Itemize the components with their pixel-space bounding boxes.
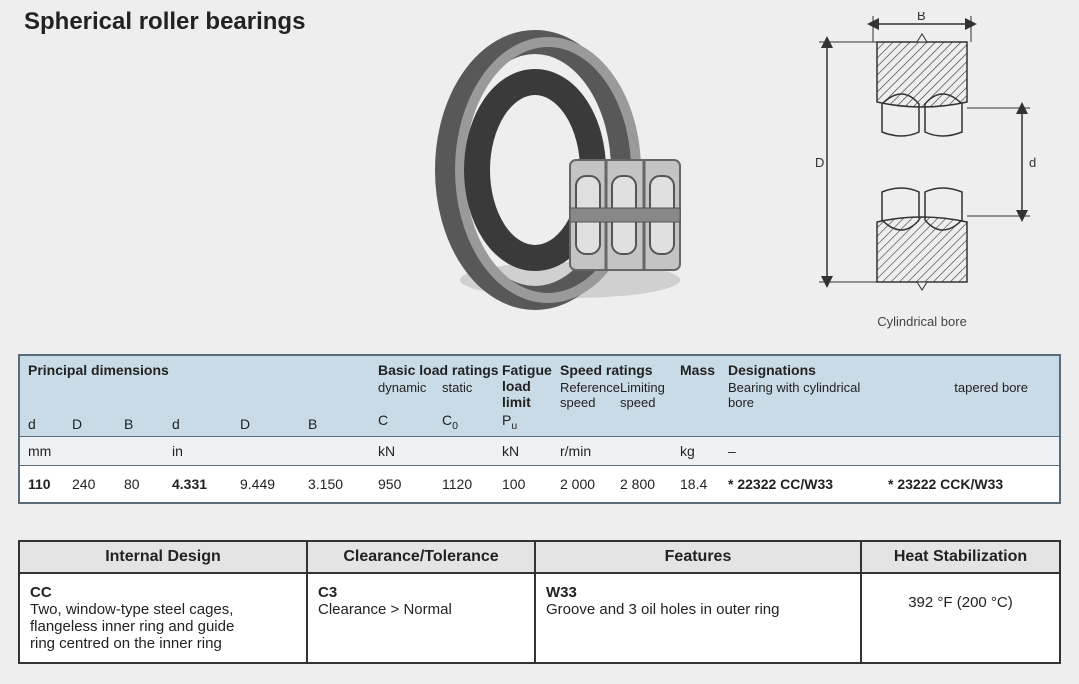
- hdr-speed: Speed ratings: [560, 362, 680, 378]
- hdr-dynamic: dynamic: [378, 380, 442, 395]
- hdr-cyl-bore: Bearing with cylindrical bore: [728, 380, 888, 410]
- unit-kN2: kN: [502, 443, 560, 459]
- unit-kN: kN: [378, 443, 442, 459]
- unit-dash: –: [728, 443, 888, 459]
- hdr-clearance: Clearance/Tolerance: [308, 542, 536, 572]
- col-D-in: D: [240, 416, 308, 432]
- val-des-cyl: * 22322 CC/W33: [728, 476, 888, 492]
- unit-kg: kg: [680, 443, 728, 459]
- val-lim-speed: 2 800: [620, 476, 680, 492]
- internal-desc: Two, window-type steel cages, flangeless…: [30, 601, 258, 652]
- clearance-code: C3: [318, 584, 352, 601]
- col-Pu: Pu: [502, 412, 560, 432]
- cell-clearance: C3 Clearance > Normal: [308, 574, 536, 662]
- val-d-mm: 110: [28, 476, 72, 492]
- cell-features: W33 Groove and 3 oil holes in outer ring: [536, 574, 862, 662]
- feature-table-header: Internal Design Clearance/Tolerance Feat…: [20, 542, 1059, 574]
- val-B-in: 3.150: [308, 476, 378, 492]
- hdr-static: static: [442, 380, 502, 395]
- cell-heat: 392 °F (200 °C): [862, 574, 1059, 662]
- val-D-in: 9.449: [240, 476, 308, 492]
- hdr-basic-load: Basic load ratings: [378, 362, 502, 378]
- dim-d-label: d: [1029, 155, 1036, 170]
- val-D-mm: 240: [72, 476, 124, 492]
- feature-table: Internal Design Clearance/Tolerance Feat…: [18, 540, 1061, 664]
- schematic-caption: Cylindrical bore: [787, 314, 1057, 329]
- clearance-desc: Clearance > Normal: [318, 601, 486, 618]
- val-C0: 1120: [442, 476, 502, 492]
- val-B-mm: 80: [124, 476, 172, 492]
- features-code: W33: [546, 584, 590, 601]
- page-title: Spherical roller bearings: [24, 8, 305, 36]
- unit-in: in: [172, 443, 240, 459]
- hdr-mass: Mass: [680, 362, 728, 378]
- dim-B-label: B: [917, 12, 926, 23]
- spec-table-units: mm in kN kN r/min kg –: [20, 437, 1059, 466]
- bearing-schematic: B D d Cylindrical bore: [787, 12, 1057, 307]
- val-des-taper: * 23222 CCK/W33: [888, 476, 1028, 492]
- hdr-ref-speed: Reference speed: [560, 380, 620, 410]
- cell-internal-design: CC Two, window-type steel cages, flangel…: [20, 574, 308, 662]
- col-d-mm: d: [28, 416, 72, 432]
- internal-code: CC: [30, 584, 64, 601]
- dim-D-label: D: [815, 155, 824, 170]
- spec-table-header: Principal dimensions d D B d D B Basic l…: [20, 356, 1059, 437]
- hdr-internal-design: Internal Design: [20, 542, 308, 572]
- hdr-fatigue: Fatigue load limit: [502, 362, 560, 410]
- bearing-illustration: [420, 30, 700, 310]
- unit-rmin: r/min: [560, 443, 620, 459]
- val-mass: 18.4: [680, 476, 728, 492]
- val-d-in: 4.331: [172, 476, 240, 492]
- hdr-features: Features: [536, 542, 862, 572]
- hdr-tapered-bore: tapered bore: [888, 380, 1028, 410]
- hdr-heat: Heat Stabilization: [862, 542, 1059, 572]
- col-B-mm: B: [124, 416, 172, 432]
- features-desc: Groove and 3 oil holes in outer ring: [546, 601, 802, 618]
- spec-table: Principal dimensions d D B d D B Basic l…: [18, 354, 1061, 504]
- col-C0: C0: [442, 412, 502, 432]
- val-C: 950: [378, 476, 442, 492]
- spec-table-row: 110 240 80 4.331 9.449 3.150 950 1120 10…: [20, 466, 1059, 502]
- col-C: C: [378, 412, 442, 432]
- col-d-in: d: [172, 416, 240, 432]
- hdr-designations: Designations: [728, 362, 1028, 378]
- feature-table-body: CC Two, window-type steel cages, flangel…: [20, 574, 1059, 662]
- val-Pu: 100: [502, 476, 560, 492]
- col-B-in: B: [308, 416, 378, 432]
- val-ref-speed: 2 000: [560, 476, 620, 492]
- hdr-principal: Principal dimensions: [28, 362, 378, 378]
- hdr-lim-speed: Limiting speed: [620, 380, 680, 410]
- col-D-mm: D: [72, 416, 124, 432]
- unit-mm: mm: [28, 443, 72, 459]
